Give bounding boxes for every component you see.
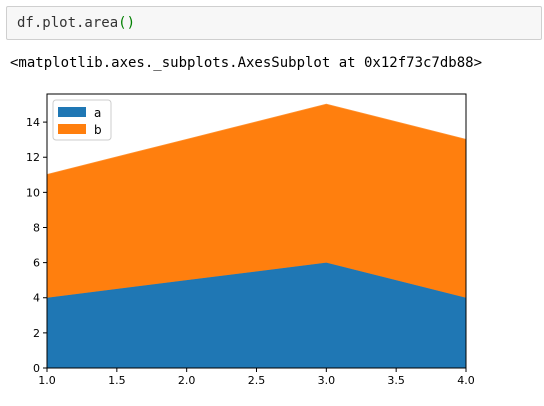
legend-swatch-b <box>58 124 86 134</box>
output-text: <matplotlib.axes._subplots.AxesSubplot a… <box>10 55 483 71</box>
y-tick-label: 2 <box>33 327 40 340</box>
code-cell[interactable]: df.plot.area() <box>6 6 542 40</box>
legend-swatch-a <box>58 107 86 117</box>
x-tick-label: 3.5 <box>387 374 405 387</box>
y-tick-label: 14 <box>26 116 40 129</box>
y-tick-label: 6 <box>33 257 40 270</box>
y-tick-label: 8 <box>33 221 40 234</box>
x-tick-label: 3.0 <box>318 374 336 387</box>
code-text: df.plot.area <box>17 15 119 31</box>
y-tick-label: 4 <box>33 292 40 305</box>
y-tick-label: 0 <box>33 362 40 375</box>
x-tick-label: 1.5 <box>108 374 126 387</box>
y-tick-label: 10 <box>26 186 40 199</box>
code-parens: () <box>118 15 136 31</box>
legend-label-b: b <box>94 123 102 137</box>
code-line: df.plot.area() <box>17 15 135 31</box>
x-tick-label: 1.0 <box>38 374 56 387</box>
y-tick-label: 12 <box>26 151 40 164</box>
x-tick-label: 4.0 <box>457 374 475 387</box>
x-tick-label: 2.0 <box>178 374 196 387</box>
line-b <box>46 103 467 176</box>
area-b <box>47 104 466 298</box>
x-tick-label: 2.5 <box>248 374 266 387</box>
area-a <box>47 262 466 368</box>
legend-label-a: a <box>94 106 101 120</box>
